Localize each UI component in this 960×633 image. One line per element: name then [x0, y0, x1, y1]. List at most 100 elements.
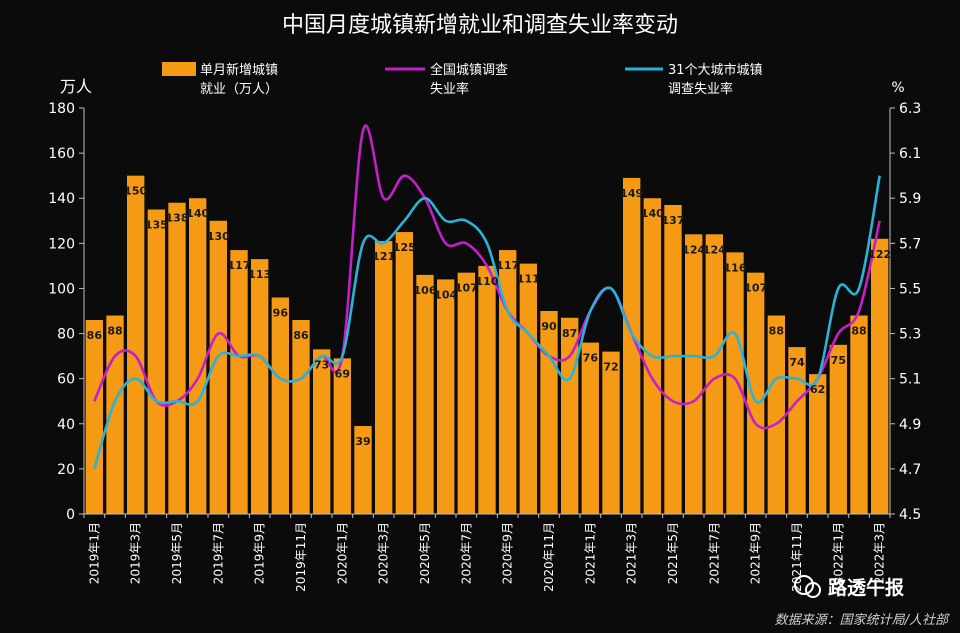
bar-label-22: 90	[541, 320, 557, 333]
right-tick-label-8: 6.1	[899, 146, 921, 162]
bar-label-38: 122	[868, 248, 891, 261]
bar-label-3: 135	[145, 219, 168, 232]
bar-11	[312, 349, 331, 514]
x-tick-label-4: 2019年9月	[253, 522, 267, 584]
bar-label-6: 130	[207, 230, 230, 243]
x-tick-label-18: 2022年1月	[831, 522, 845, 584]
bar-37	[850, 315, 868, 514]
bar-label-12: 69	[335, 367, 350, 380]
legend-bars-line2: 就业（万人）	[200, 82, 278, 97]
x-tick-label-14: 2021年5月	[666, 522, 680, 584]
bar-label-14: 121	[372, 250, 395, 263]
bar-label-30: 124	[703, 243, 726, 256]
bar-label-1: 88	[107, 325, 122, 338]
x-tick-label-8: 2020年5月	[418, 522, 432, 584]
bar-label-34: 74	[789, 356, 805, 369]
bar-label-24: 76	[583, 352, 599, 365]
bar-8	[250, 259, 269, 514]
x-tick-label-6: 2020年1月	[335, 522, 349, 584]
bar-label-11: 73	[314, 358, 329, 371]
bar-29	[684, 234, 703, 514]
bar-3	[147, 209, 166, 514]
bar-label-20: 117	[496, 259, 519, 272]
bar-30	[705, 234, 724, 514]
bar-12	[333, 358, 352, 514]
x-tick-label-1: 2019年3月	[129, 522, 143, 584]
left-tick-label-3: 60	[57, 372, 75, 388]
right-axis-unit: %	[891, 80, 904, 96]
bar-label-18: 107	[455, 282, 478, 295]
bar-28	[664, 204, 682, 515]
bar-13	[354, 426, 372, 514]
x-tick-label-19: 2022年3月	[873, 522, 887, 584]
right-tick-label-6: 5.7	[899, 236, 921, 252]
bar-label-37: 88	[851, 325, 866, 338]
x-tick-label-5: 2019年11月	[294, 522, 308, 592]
x-tick-label-0: 2019年1月	[87, 522, 101, 584]
bar-label-17: 104	[434, 288, 457, 301]
bar-6	[209, 220, 228, 514]
x-tick-label-9: 2020年7月	[459, 522, 473, 584]
right-tick-label-0: 4.5	[899, 507, 921, 523]
bar-label-36: 75	[831, 354, 846, 367]
bar-label-33: 88	[769, 325, 784, 338]
bar-label-8: 113	[248, 268, 271, 281]
bar-33	[767, 315, 786, 514]
bar-label-29: 124	[682, 243, 705, 256]
bar-label-0: 86	[87, 329, 103, 342]
legend-cities-line2: 调查失业率	[668, 81, 733, 97]
legend-national-line2: 失业率	[430, 81, 469, 97]
right-tick-label-4: 5.3	[899, 327, 921, 343]
bar-24	[581, 342, 600, 514]
bar-22	[540, 311, 558, 514]
x-tick-label-2: 2019年5月	[170, 522, 184, 584]
bar-16	[416, 274, 434, 514]
legend-swatch-bars	[162, 62, 196, 76]
legend-national-line1: 全国城镇调查	[430, 62, 508, 78]
bar-label-35: 62	[810, 383, 825, 396]
left-tick-label-8: 160	[48, 146, 75, 162]
bar-label-26: 149	[620, 187, 643, 200]
bar-label-32: 107	[744, 282, 767, 295]
bar-19	[478, 265, 496, 514]
bar-label-7: 117	[228, 259, 251, 272]
watermark-logo-icon	[794, 575, 814, 595]
bar-label-15: 125	[393, 241, 416, 254]
left-tick-label-2: 40	[57, 417, 75, 433]
bar-label-9: 96	[273, 306, 289, 319]
bar-labels-layer: 86 88150135138140130117113968673693912112…	[87, 185, 891, 448]
bar-14	[374, 241, 393, 514]
bar-36	[829, 344, 848, 514]
x-tick-label-17: 2021年11月	[790, 522, 804, 592]
right-tick-label-7: 5.9	[899, 191, 921, 207]
right-tick-label-1: 4.7	[899, 462, 921, 478]
bar-21	[519, 263, 538, 514]
watermark-text: 路透午报	[828, 576, 904, 599]
left-tick-label-7: 140	[48, 191, 75, 207]
lines-layer	[93, 124, 881, 470]
bar-label-31: 116	[724, 261, 747, 274]
bar-label-10: 86	[293, 329, 309, 342]
legend: 单月新增城镇 就业（万人） 全国城镇调查 失业率 31个大城市城镇 调查失业率	[162, 62, 763, 97]
bar-label-16: 106	[414, 284, 437, 297]
x-tick-label-12: 2021年1月	[583, 522, 597, 584]
watermark: 路透午报	[794, 575, 904, 599]
bar-9	[271, 297, 290, 514]
right-tick-label-2: 4.9	[899, 417, 921, 433]
bar-10	[292, 320, 310, 514]
left-axis-unit: 万人	[60, 77, 92, 96]
axes-layer: 0 20 40 60 80 100 120 140 160 180 4.5 4.7 4.9 5.1 5.3 5…	[48, 101, 921, 592]
bar-5	[188, 198, 207, 514]
x-tick-label-15: 2021年7月	[707, 522, 721, 584]
bar-25	[602, 351, 620, 514]
bar-4	[168, 202, 186, 515]
bar-26	[622, 177, 641, 515]
bar-2	[126, 175, 145, 515]
chart-title: 中国月度城镇新增就业和调查失业率变动	[282, 13, 678, 38]
bar-32	[746, 272, 765, 514]
bar-label-19: 110	[476, 275, 499, 288]
bar-label-2: 150	[124, 185, 147, 198]
series-line-1	[93, 175, 881, 470]
left-tick-label-5: 100	[48, 281, 75, 297]
bar-label-25: 72	[603, 361, 618, 374]
